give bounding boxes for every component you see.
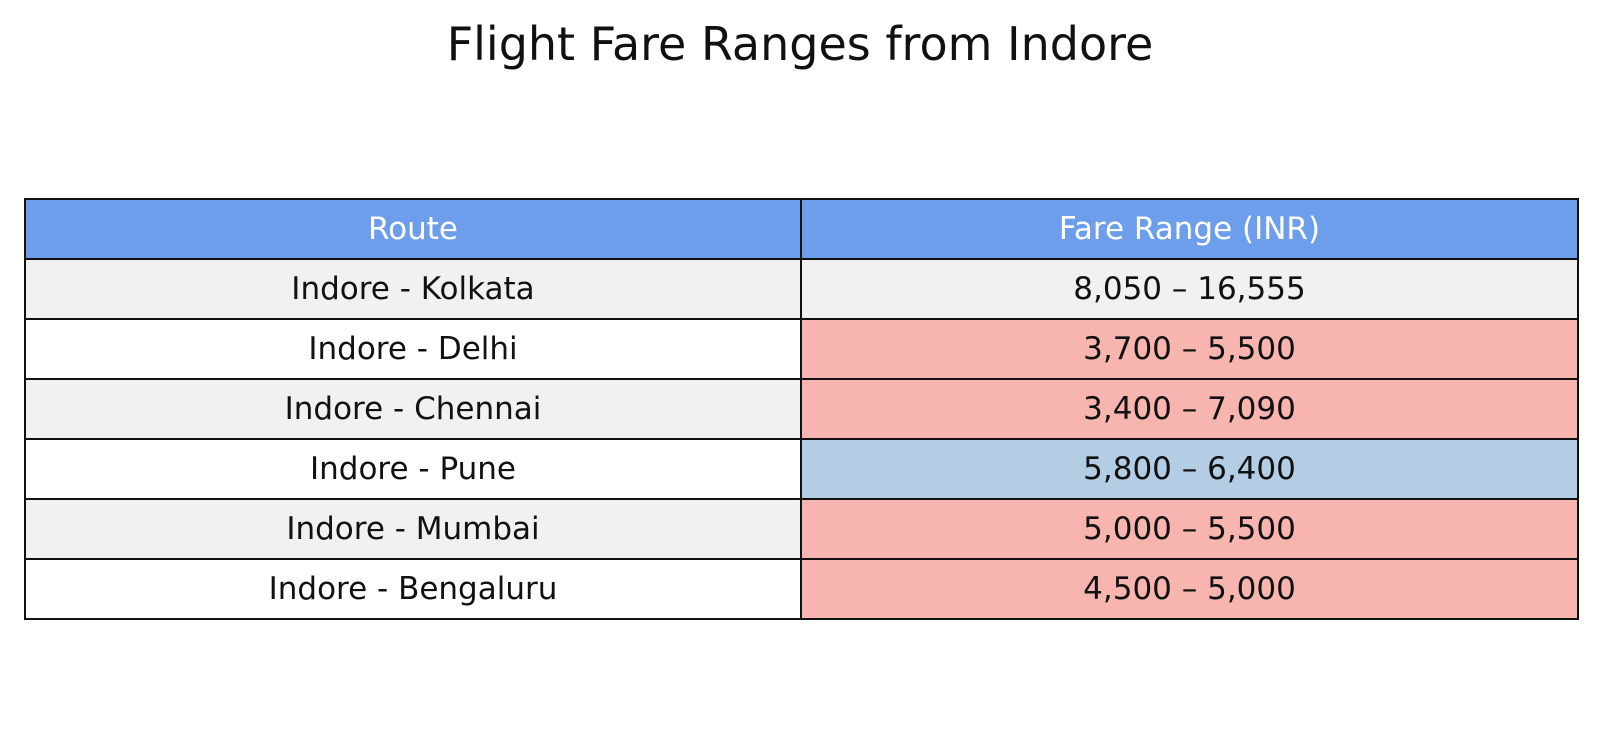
route-cell: Indore - Delhi: [24, 318, 802, 380]
fare-table: Route Fare Range (INR) Indore - Kolkata 8…: [24, 198, 1579, 620]
route-cell: Indore - Chennai: [24, 378, 802, 440]
route-cell: Indore - Kolkata: [24, 258, 802, 320]
fare-range-cell: 5,000 – 5,500: [800, 498, 1579, 560]
table-body: Indore - Kolkata 8,050 – 16,555 Indore - D…: [24, 258, 1579, 620]
route-cell: Indore - Pune: [24, 438, 802, 500]
fare-range-cell: 3,400 – 7,090: [800, 378, 1579, 440]
table-header-row: Route Fare Range (INR): [24, 198, 1579, 260]
table-row: Indore - Bengaluru 4,500 – 5,000: [24, 558, 1579, 620]
column-header-route: Route: [24, 198, 802, 260]
fare-range-cell: 4,500 – 5,000: [800, 558, 1579, 620]
table-row: Indore - Delhi 3,700 – 5,500: [24, 318, 1579, 380]
fare-range-cell: 8,050 – 16,555: [800, 258, 1579, 320]
table-row: Indore - Pune 5,800 – 6,400: [24, 438, 1579, 500]
table-row: Indore - Mumbai 5,000 – 5,500: [24, 498, 1579, 560]
chart-title: Flight Fare Ranges from Indore: [446, 17, 1154, 71]
column-header-fare-range: Fare Range (INR): [800, 198, 1579, 260]
route-cell: Indore - Bengaluru: [24, 558, 802, 620]
route-cell: Indore - Mumbai: [24, 498, 802, 560]
table-row: Indore - Kolkata 8,050 – 16,555: [24, 258, 1579, 320]
fare-range-cell: 5,800 – 6,400: [800, 438, 1579, 500]
table-row: Indore - Chennai 3,400 – 7,090: [24, 378, 1579, 440]
fare-range-cell: 3,700 – 5,500: [800, 318, 1579, 380]
